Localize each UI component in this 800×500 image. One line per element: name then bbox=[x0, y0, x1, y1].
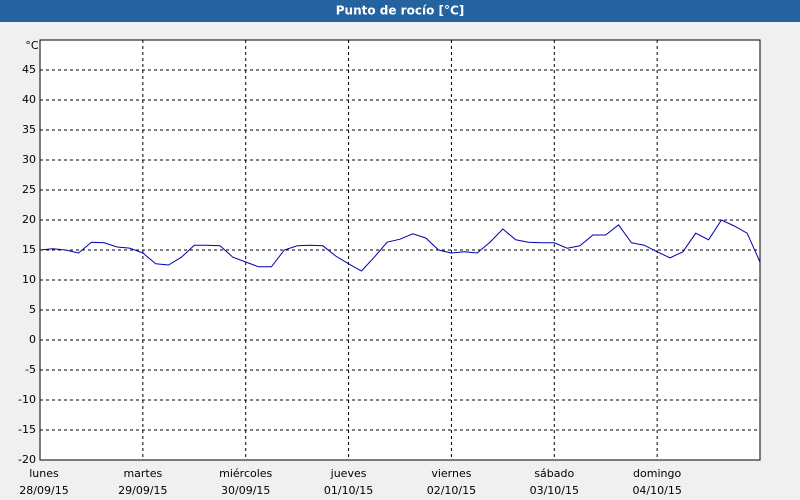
x-tick-label: domingo bbox=[633, 467, 681, 480]
y-tick-label: -15 bbox=[18, 423, 36, 436]
x-tick-label: miércoles bbox=[219, 467, 272, 480]
x-tick-label: jueves bbox=[330, 467, 367, 480]
x-tick-label: martes bbox=[123, 467, 162, 480]
plot-border bbox=[39, 39, 761, 461]
x-tick-date: 03/10/15 bbox=[530, 484, 579, 497]
x-tick-date: 29/09/15 bbox=[118, 484, 167, 497]
y-tick-label: 40 bbox=[22, 93, 36, 106]
x-tick-date: 02/10/15 bbox=[427, 484, 476, 497]
x-tick-date: 01/10/15 bbox=[324, 484, 373, 497]
y-tick-label: 30 bbox=[22, 153, 36, 166]
y-tick-label: -20 bbox=[18, 453, 36, 466]
y-tick-label: -5 bbox=[25, 363, 36, 376]
y-tick-label: 20 bbox=[22, 213, 36, 226]
x-tick-date: 30/09/15 bbox=[221, 484, 270, 497]
y-tick-label: 45 bbox=[22, 63, 36, 76]
x-tick-date: 04/10/15 bbox=[632, 484, 681, 497]
x-tick-date: 28/09/15 bbox=[19, 484, 68, 497]
y-tick-label: 15 bbox=[22, 243, 36, 256]
x-tick-label: viernes bbox=[431, 467, 471, 480]
y-axis-label: °C bbox=[25, 39, 39, 52]
chart-title: Punto de rocío [°C] bbox=[336, 4, 465, 18]
data-line bbox=[39, 219, 761, 272]
y-tick-label: 0 bbox=[29, 333, 36, 346]
x-tick-label: lunes bbox=[29, 467, 59, 480]
x-tick-label: sábado bbox=[534, 467, 574, 480]
title-bar bbox=[0, 0, 800, 22]
y-tick-label: 35 bbox=[22, 123, 36, 136]
y-tick-label: 5 bbox=[29, 303, 36, 316]
y-tick-label: 25 bbox=[22, 183, 36, 196]
y-tick-label: 10 bbox=[22, 273, 36, 286]
y-tick-label: -10 bbox=[18, 393, 36, 406]
